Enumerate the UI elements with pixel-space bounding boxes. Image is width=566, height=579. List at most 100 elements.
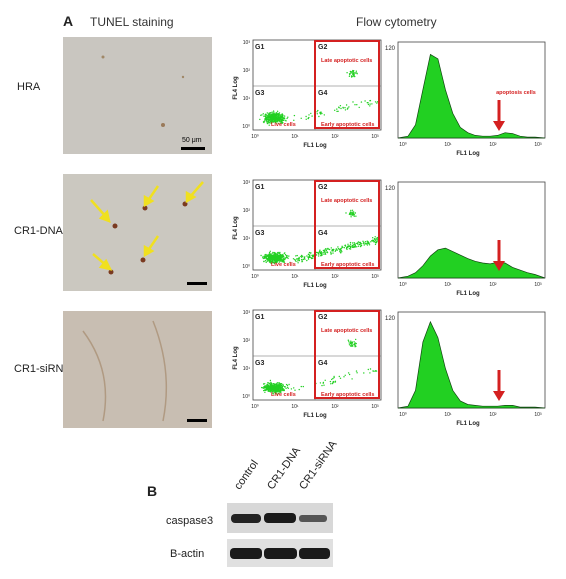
event-dot [338,107,340,109]
event-dot [272,113,274,115]
x-tick-label: 10⁰ [251,404,259,410]
event-dot [277,385,279,387]
event-dot [271,116,273,119]
event-dot [305,115,307,118]
histogram-y-max: 120 [385,316,396,322]
event-dot [265,261,267,264]
event-dot [350,340,352,342]
event-dot [350,216,352,218]
event-dot [302,255,304,258]
event-dot [282,258,285,260]
event-dot [354,72,357,74]
event-dot [346,108,349,110]
event-dot [300,117,302,120]
event-dot [374,239,376,241]
event-dot [369,99,372,102]
event-dot [276,255,279,257]
event-dot [275,260,277,262]
event-dot [359,241,361,244]
event-dot [353,246,355,249]
event-dot [363,372,365,374]
event-dot [266,112,268,114]
event-dot [323,114,325,116]
event-dot [356,372,358,374]
event-dot [274,253,277,255]
event-dot [301,254,303,257]
event-dot [339,377,342,379]
event-dot [282,383,284,386]
event-dot [351,72,353,74]
event-dot [337,248,340,250]
event-dot [270,262,272,265]
event-dot [297,260,299,262]
event-dot [344,107,346,109]
event-dot [357,245,360,247]
event-dot [308,114,310,116]
event-dot [312,257,314,260]
event-dot [306,255,308,257]
event-dot [360,243,362,245]
apoptotic-gate [314,310,380,399]
event-dot [264,119,266,121]
x-tick-label: 10¹ [444,282,452,288]
event-dot [307,253,310,256]
scale-bar [187,419,207,422]
event-dot [347,243,349,245]
event-dot [340,107,342,110]
event-dot [275,387,277,390]
event-dot [353,74,355,76]
event-dot [346,246,348,249]
event-dot [288,255,290,257]
event-dot [323,250,325,252]
event-dot [307,258,310,260]
live-cells-label: Live cells [271,122,296,128]
event-dot [287,257,289,259]
event-dot [281,113,283,115]
event-dot [357,243,359,245]
event-dot [332,380,334,383]
event-dot [283,261,285,264]
event-dot [350,342,352,344]
event-dot [274,393,277,395]
row-label-hra: HRA [17,81,41,93]
event-dot [348,342,350,344]
x-axis-label: FL1 Log [456,151,480,157]
event-dot [280,254,283,256]
y-tick-label: 10³ [243,180,251,186]
event-dot [374,243,377,246]
event-dot [282,114,284,116]
event-dot [271,118,273,120]
scale-bar [181,147,205,150]
event-dot [360,101,363,103]
event-dot [320,254,322,256]
event-dot [364,100,366,102]
event-dot [342,246,344,248]
event-dot [347,246,349,248]
event-dot [332,248,335,251]
event-dot [270,118,272,120]
event-dot [333,376,335,379]
event-dot [374,241,376,243]
event-dot [269,250,271,252]
tunel-column-title: TUNEL staining [90,15,174,29]
y-tick-label: 10⁰ [242,394,250,400]
x-tick-label: 10⁰ [399,142,407,148]
event-dot [324,251,326,253]
lane-label-control: control [232,458,261,492]
event-dot [287,116,289,118]
event-dot [349,70,352,73]
event-dot [367,240,369,243]
lane-label-cr1-sirna: CR1-siRNA [297,438,340,492]
event-dot [302,385,304,388]
event-dot [263,260,265,263]
event-dot [351,341,353,343]
early-apoptotic-label: Early apoptotic cells [321,392,375,398]
event-dot [363,241,365,244]
event-dot [279,119,281,122]
event-dot [268,254,270,256]
event-dot [372,370,374,372]
event-dot [271,382,273,385]
event-dot [277,117,279,120]
event-dot [324,248,327,250]
event-dot [307,256,309,258]
